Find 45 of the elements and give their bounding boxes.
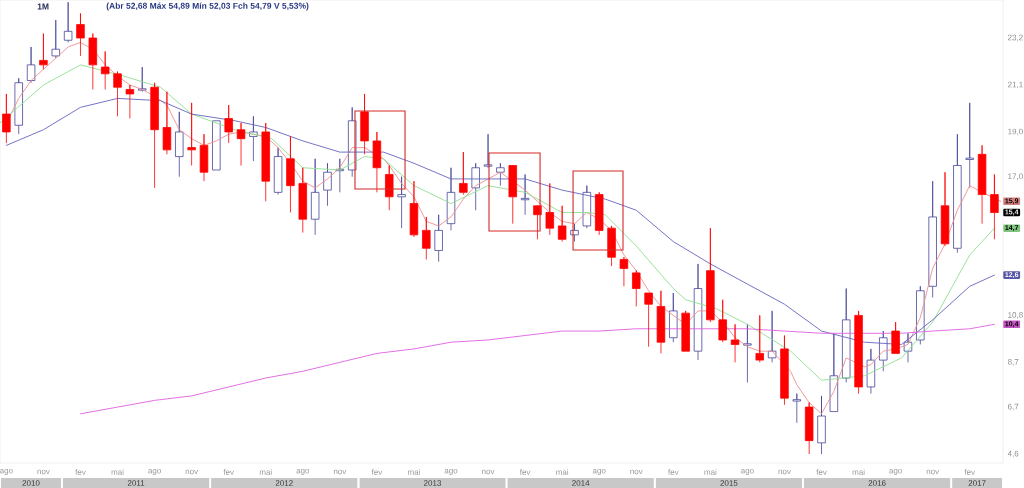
x-tick-label: ago [741,469,754,475]
text: 2016 [868,480,886,486]
x-tick-label: fev [371,469,383,475]
x-tick-label: ago [0,469,13,475]
text: 2013 [423,480,442,486]
x-tick-label: fev [519,469,531,475]
x-tick-label: mai [259,469,272,475]
y-tick-label: 23,2 [1008,34,1023,42]
x-tick-label: fev [668,469,679,475]
x-tick-label: fev [223,469,234,475]
x-tick-label: mai [408,469,420,475]
x-tick-label: nov [630,469,643,475]
y-tick-label: 10,8 [1008,312,1023,319]
x-tick-label: fev [75,469,86,475]
y-tick-label: 19,0 [1008,128,1023,136]
chart-subtitle: (Abr 52,68 Máx 54,89 Mín 52,03 Fch 54,79 V 5,53%) [106,2,309,11]
y-tick-label: 6,7 [1008,403,1019,411]
text: 2014 [572,480,590,486]
x-tick-label: ago [889,469,902,475]
x-tick-label: nov [778,469,791,475]
y-tick-label: 8,7 [1007,359,1019,366]
chart-title: 1M [37,3,49,10]
x-tick-label: mai [111,469,124,475]
x-tick-label: fev [816,469,827,475]
y-tick-label: 21,1 [1008,81,1023,89]
text: 2017 [968,480,986,486]
x-tick-label: mai [556,469,569,475]
x-tick-label: nov [185,469,199,475]
x-tick-label: nov [482,469,495,475]
x-tick-label: nov [333,469,347,475]
x-tick-label: ago [296,469,310,475]
x-tick-label: ago [148,469,161,475]
x-tick-label: mai [704,469,717,475]
x-tick-label: fev [964,469,976,475]
text: 2010 [22,480,40,486]
x-tick-label: nov [37,469,50,475]
y-tick-label: 4,6 [1007,450,1019,458]
text: 2012 [275,480,293,486]
x-tick-label: ago [592,469,606,475]
text: 2015 [720,480,738,486]
x-tick-label: ago [444,469,458,475]
x-tick-label: mai [852,469,865,475]
x-tick-label: nov [926,469,940,475]
y-tick-label: 17,0 [1008,173,1023,180]
text: 2011 [127,480,145,486]
